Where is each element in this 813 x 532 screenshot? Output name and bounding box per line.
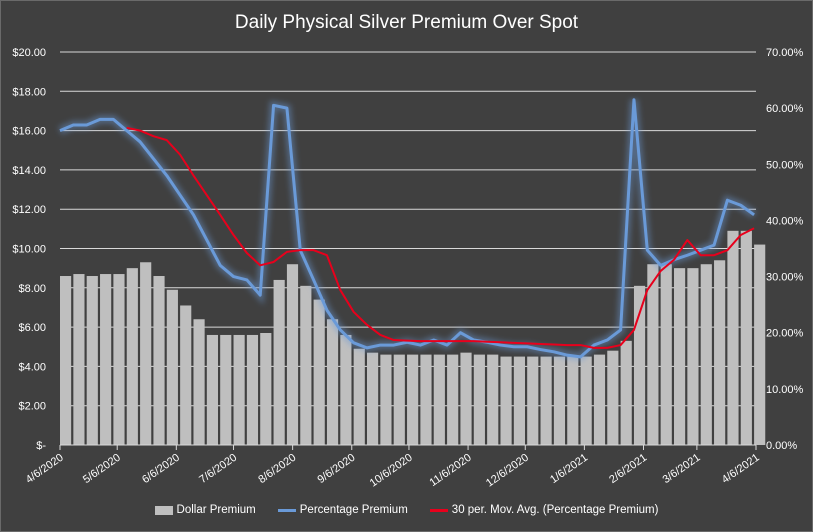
legend: Dollar Premium Percentage Premium 30 per… xyxy=(0,504,813,516)
y-left-tick-label: $- xyxy=(36,440,46,452)
legend-swatch-line xyxy=(429,508,448,512)
bar xyxy=(353,348,365,445)
legend-label: 30 per. Mov. Avg. (Percentage Premium) xyxy=(451,504,659,516)
bar xyxy=(126,268,138,445)
legend-label: Dollar Premium xyxy=(176,504,256,516)
bar xyxy=(473,354,485,445)
bar xyxy=(527,356,539,445)
y-left-tick-label: $12.00 xyxy=(12,204,46,216)
legend-label: Percentage Premium xyxy=(299,504,408,516)
x-tick-label: 3/6/2021 xyxy=(661,452,703,486)
bar xyxy=(193,319,205,445)
bar xyxy=(674,268,686,445)
bar xyxy=(487,354,499,445)
bar xyxy=(687,268,699,445)
bar xyxy=(113,274,125,445)
bar xyxy=(580,356,592,445)
y-left-tick-label: $8.00 xyxy=(18,283,46,295)
bar xyxy=(647,264,659,445)
bar xyxy=(433,354,445,445)
bar xyxy=(206,334,218,445)
bar xyxy=(367,352,379,445)
bar xyxy=(326,319,339,445)
y-left-tick-label: $4.00 xyxy=(18,361,46,373)
legend-swatch-line xyxy=(277,508,296,512)
bar xyxy=(714,260,726,445)
y-left-tick-label: $16.00 xyxy=(12,126,46,138)
y-left-tick-label: $10.00 xyxy=(12,244,46,256)
bar xyxy=(633,285,646,445)
y-right-tick-label: 60.00% xyxy=(766,103,804,115)
x-tick-label: 4/6/2021 xyxy=(720,452,762,486)
bar xyxy=(313,299,325,445)
bar xyxy=(407,354,419,445)
bar xyxy=(140,262,152,445)
bar xyxy=(460,352,472,445)
x-tick-label: 8/6/2020 xyxy=(256,452,298,486)
y-right-tick-label: 20.00% xyxy=(766,328,804,340)
y-right-tick-label: 50.00% xyxy=(766,159,804,171)
x-tick-label: 5/6/2020 xyxy=(81,452,123,486)
x-tick-label: 2/6/2021 xyxy=(607,452,649,486)
bar xyxy=(620,340,632,445)
bar xyxy=(286,264,299,445)
bar xyxy=(660,264,672,445)
y-left-tick-label: $2.00 xyxy=(18,401,46,413)
bar xyxy=(380,354,392,445)
y-left-tick-label: $20.00 xyxy=(12,47,46,59)
bar xyxy=(246,334,259,445)
x-tick-label: 11/6/2020 xyxy=(427,452,473,489)
bar xyxy=(153,276,165,445)
bar xyxy=(500,356,512,445)
bar xyxy=(727,230,739,445)
y-left-tick-label: $18.00 xyxy=(12,86,46,98)
legend-swatch-bar xyxy=(154,505,173,515)
y-right-tick-label: 40.00% xyxy=(766,215,804,227)
bar xyxy=(513,356,525,445)
bar xyxy=(420,354,432,445)
bar xyxy=(220,334,232,445)
x-tick-label: 6/6/2020 xyxy=(140,452,182,486)
legend-item-moving-average: 30 per. Mov. Avg. (Percentage Premium) xyxy=(429,504,659,516)
bar xyxy=(260,332,272,445)
bar xyxy=(86,276,98,445)
bar xyxy=(60,276,72,445)
bar xyxy=(233,334,245,445)
bar xyxy=(340,334,352,445)
legend-item-percentage: Percentage Premium xyxy=(277,504,408,516)
y-right-tick-label: 0.00% xyxy=(766,440,797,452)
legend-item-dollar: Dollar Premium xyxy=(154,504,256,516)
bar xyxy=(300,285,312,445)
x-tick-label: 10/6/2020 xyxy=(368,452,415,490)
bar xyxy=(180,305,192,445)
y-right-tick-label: 70.00% xyxy=(766,47,804,59)
x-tick-label: 12/6/2020 xyxy=(484,452,531,490)
bar xyxy=(567,356,579,445)
bar xyxy=(754,244,766,445)
bar xyxy=(273,279,285,445)
bar xyxy=(447,354,459,445)
bar xyxy=(166,289,178,445)
y-right-tick-label: 10.00% xyxy=(766,384,804,396)
x-tick-label: 4/6/2020 xyxy=(24,452,66,486)
bar xyxy=(607,350,619,445)
bar xyxy=(100,274,112,445)
bar xyxy=(540,356,552,445)
percentage-premium-line xyxy=(59,98,755,359)
bar xyxy=(73,274,85,445)
x-tick-label: 1/6/2021 xyxy=(548,452,590,486)
bar xyxy=(393,354,405,445)
y-right-tick-label: 30.00% xyxy=(766,272,804,284)
x-tick-label: 7/6/2020 xyxy=(197,452,239,486)
bar xyxy=(740,230,752,445)
y-left-tick-label: $14.00 xyxy=(12,165,46,177)
bar xyxy=(553,356,566,445)
y-left-tick-label: $6.00 xyxy=(18,322,46,334)
moving-average-line xyxy=(126,126,755,349)
x-tick-label: 9/6/2020 xyxy=(316,452,358,486)
bar xyxy=(593,354,606,445)
chart-title: Daily Physical Silver Premium Over Spot xyxy=(234,12,579,33)
bar xyxy=(700,264,712,445)
